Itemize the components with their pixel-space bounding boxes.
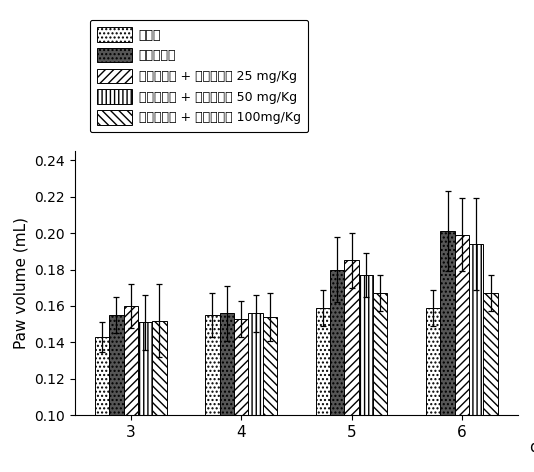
Bar [426,308,441,472]
Bar [373,293,388,472]
Bar [455,235,469,472]
Bar [234,319,248,472]
Legend: 대조군, 관절염유발, 관절염유발 + 복합추출물 25 mg/Kg, 관절염유발 + 복합추출물 50 mg/Kg, 관절염유발 + 복합추출물 100mg/: 대조군, 관절염유발, 관절염유발 + 복합추출물 25 mg/Kg, 관절염유… [90,20,308,132]
Bar [330,270,344,472]
Bar [248,313,263,472]
Bar [205,315,219,472]
Bar [138,322,152,472]
Bar [344,261,359,472]
Bar [441,231,455,472]
Bar [359,275,373,472]
Bar [123,306,138,472]
Bar [219,313,234,472]
Bar [263,317,277,472]
Bar [152,320,167,472]
Bar [483,293,498,472]
Bar [469,244,483,472]
Bar [316,308,330,472]
Bar [109,315,123,472]
Bar [95,337,109,472]
Y-axis label: Paw volume (mL): Paw volume (mL) [13,217,29,349]
Text: day: day [529,440,534,455]
